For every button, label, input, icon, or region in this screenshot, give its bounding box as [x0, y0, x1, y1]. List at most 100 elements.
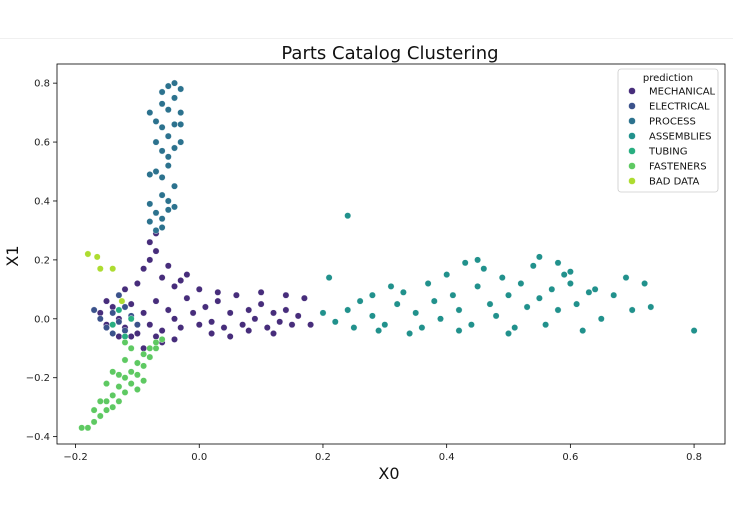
legend-label-mechanical: MECHANICAL	[649, 87, 716, 98]
data-point-mechanical	[239, 321, 247, 329]
data-point-mechanical	[171, 335, 178, 343]
data-point-assemblies	[325, 274, 333, 281]
legend-marker-mechanical	[628, 87, 636, 95]
data-point-mechanical	[109, 303, 117, 311]
data-point-process	[158, 123, 166, 131]
data-point-assemblies	[647, 303, 655, 311]
data-point-mechanical	[263, 324, 271, 331]
data-point-tubing	[115, 306, 123, 314]
data-point-fasteners	[121, 388, 129, 396]
data-point-mechanical	[226, 333, 234, 340]
data-point-assemblies	[455, 327, 463, 334]
data-point-assemblies	[467, 321, 475, 329]
data-point-process	[164, 197, 172, 205]
data-point-mechanical	[251, 315, 259, 323]
data-point-process	[171, 121, 178, 128]
data-point-process	[171, 203, 178, 211]
data-point-fasteners	[146, 344, 154, 352]
data-point-process	[177, 138, 185, 146]
chart-title: Parts Catalog Clustering	[281, 43, 498, 64]
data-point-process	[158, 100, 166, 108]
data-point-process	[152, 168, 160, 175]
data-point-mechanical	[158, 274, 166, 281]
data-point-fasteners	[78, 424, 86, 432]
data-point-process	[171, 144, 178, 152]
legend-marker-fasteners	[628, 162, 636, 170]
data-point-assemblies	[554, 306, 562, 314]
data-point-mechanical	[288, 321, 296, 329]
data-point-mechanical	[121, 285, 129, 293]
data-point-assemblies	[412, 309, 420, 317]
data-point-mechanical	[140, 265, 148, 273]
data-point-fasteners	[121, 338, 129, 346]
data-point-process	[158, 215, 166, 223]
data-point-assemblies	[480, 265, 488, 273]
data-point-process	[152, 138, 160, 146]
data-point-fasteners	[103, 397, 110, 405]
data-point-assemblies	[610, 291, 618, 299]
data-point-assemblies	[350, 324, 358, 331]
data-point-assemblies	[505, 291, 512, 299]
legend-label-fasteners: FASTENERS	[649, 162, 707, 173]
data-point-assemblies	[486, 300, 494, 308]
data-point-mechanical	[164, 306, 172, 314]
data-point-assemblies	[573, 300, 580, 308]
data-point-process	[158, 173, 166, 181]
data-point-assemblies	[381, 321, 389, 329]
data-point-fasteners	[96, 397, 104, 405]
data-point-mechanical	[133, 280, 141, 287]
data-point-mechanical	[257, 300, 265, 308]
data-point-mechanical	[127, 333, 135, 340]
data-point-mechanical	[171, 282, 178, 290]
data-point-assemblies	[368, 291, 376, 299]
points-layer	[78, 79, 698, 432]
data-point-assemblies	[536, 294, 543, 302]
data-point-electrical	[115, 318, 123, 326]
data-point-assemblies	[449, 291, 457, 299]
data-point-process	[177, 121, 185, 128]
data-point-assemblies	[474, 256, 481, 264]
legend-items: MECHANICAL ELECTRICAL PROCESS ASSEMBLIES TUB…	[628, 87, 716, 188]
data-point-fasteners	[140, 362, 148, 370]
data-point-bad-data	[93, 253, 101, 261]
legend: prediction MECHANICAL ELECTRICAL PROCESS AS…	[617, 68, 719, 193]
y-axis: −0.4 −0.2 0.0 0.2 0.4 0.6 0.8	[26, 79, 57, 443]
data-point-assemblies	[511, 324, 519, 331]
data-point-mechanical	[208, 318, 216, 326]
data-point-process	[177, 109, 185, 117]
data-point-assemblies	[437, 315, 444, 323]
x-tick-label: 0.8	[686, 452, 702, 463]
data-point-fasteners	[121, 356, 129, 364]
data-point-assemblies	[418, 324, 426, 331]
data-point-assemblies	[356, 297, 364, 305]
y-tick-label: 0.8	[34, 79, 50, 90]
legend-label-bad-data: BAD DATA	[649, 177, 700, 188]
data-point-assemblies	[628, 306, 636, 314]
data-point-mechanical	[164, 262, 172, 270]
data-point-electrical	[115, 291, 123, 299]
data-point-process	[146, 218, 154, 226]
y-tick-label: 0.6	[34, 138, 50, 149]
data-point-tubing	[121, 333, 129, 340]
data-point-mechanical	[133, 330, 141, 337]
data-point-mechanical	[214, 297, 222, 305]
data-point-electrical	[90, 306, 98, 314]
data-point-fasteners	[90, 406, 98, 414]
y-tick-label: −0.2	[26, 373, 50, 384]
legend-marker-assemblies	[628, 132, 636, 140]
data-point-assemblies	[319, 309, 327, 317]
data-point-assemblies	[585, 288, 593, 296]
data-point-mechanical	[158, 327, 166, 334]
data-point-process	[158, 88, 166, 96]
data-point-assemblies	[622, 274, 630, 281]
x-axis-label: X0	[378, 464, 399, 483]
data-point-assemblies	[536, 253, 543, 261]
data-point-mechanical	[270, 330, 277, 337]
data-point-assemblies	[443, 271, 451, 278]
data-point-fasteners	[96, 412, 104, 420]
x-tick-label: 0.0	[191, 452, 207, 463]
data-point-mechanical	[226, 309, 234, 317]
data-point-process	[177, 85, 185, 93]
data-point-mechanical	[140, 309, 148, 317]
